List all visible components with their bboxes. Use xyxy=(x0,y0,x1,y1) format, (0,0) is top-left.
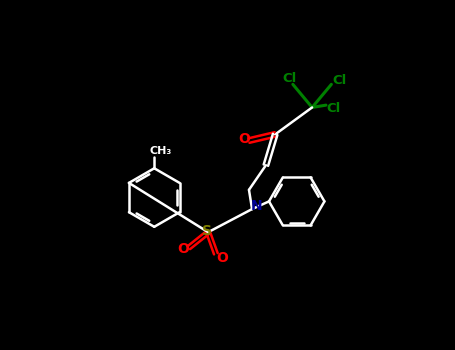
Text: O: O xyxy=(238,132,250,146)
Text: CH₃: CH₃ xyxy=(149,146,172,155)
Text: O: O xyxy=(216,251,228,265)
Text: Cl: Cl xyxy=(332,74,346,87)
Text: Cl: Cl xyxy=(327,103,341,116)
Text: S: S xyxy=(202,224,212,238)
Text: N: N xyxy=(251,199,263,213)
Text: O: O xyxy=(177,242,189,256)
Text: Cl: Cl xyxy=(282,72,296,85)
